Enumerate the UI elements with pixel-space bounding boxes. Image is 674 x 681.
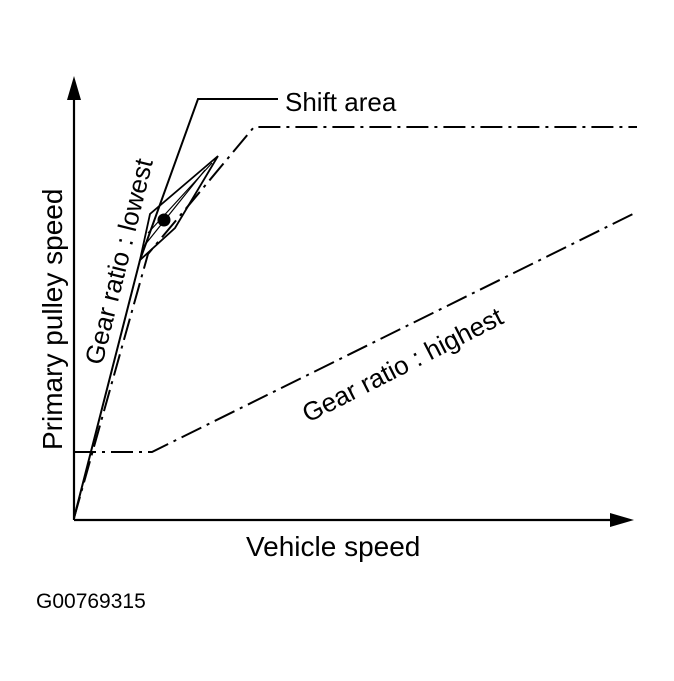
highest-ratio-line bbox=[74, 211, 638, 453]
y-axis-label: Primary pulley speed bbox=[37, 189, 68, 450]
shift-area-label: Shift area bbox=[285, 87, 397, 117]
shift-area-inner-line bbox=[143, 169, 206, 247]
shift-area-inner-line-2 bbox=[147, 162, 213, 234]
x-axis-label: Vehicle speed bbox=[246, 531, 420, 562]
shift-area-shape bbox=[138, 155, 219, 263]
shift-path-line bbox=[73, 98, 278, 519]
y-axis-arrow bbox=[67, 76, 81, 100]
lowest-ratio-line bbox=[73, 126, 637, 519]
figure-code: G00769315 bbox=[36, 590, 146, 613]
operating-point-dot bbox=[157, 213, 171, 227]
x-axis-arrow bbox=[610, 513, 634, 527]
